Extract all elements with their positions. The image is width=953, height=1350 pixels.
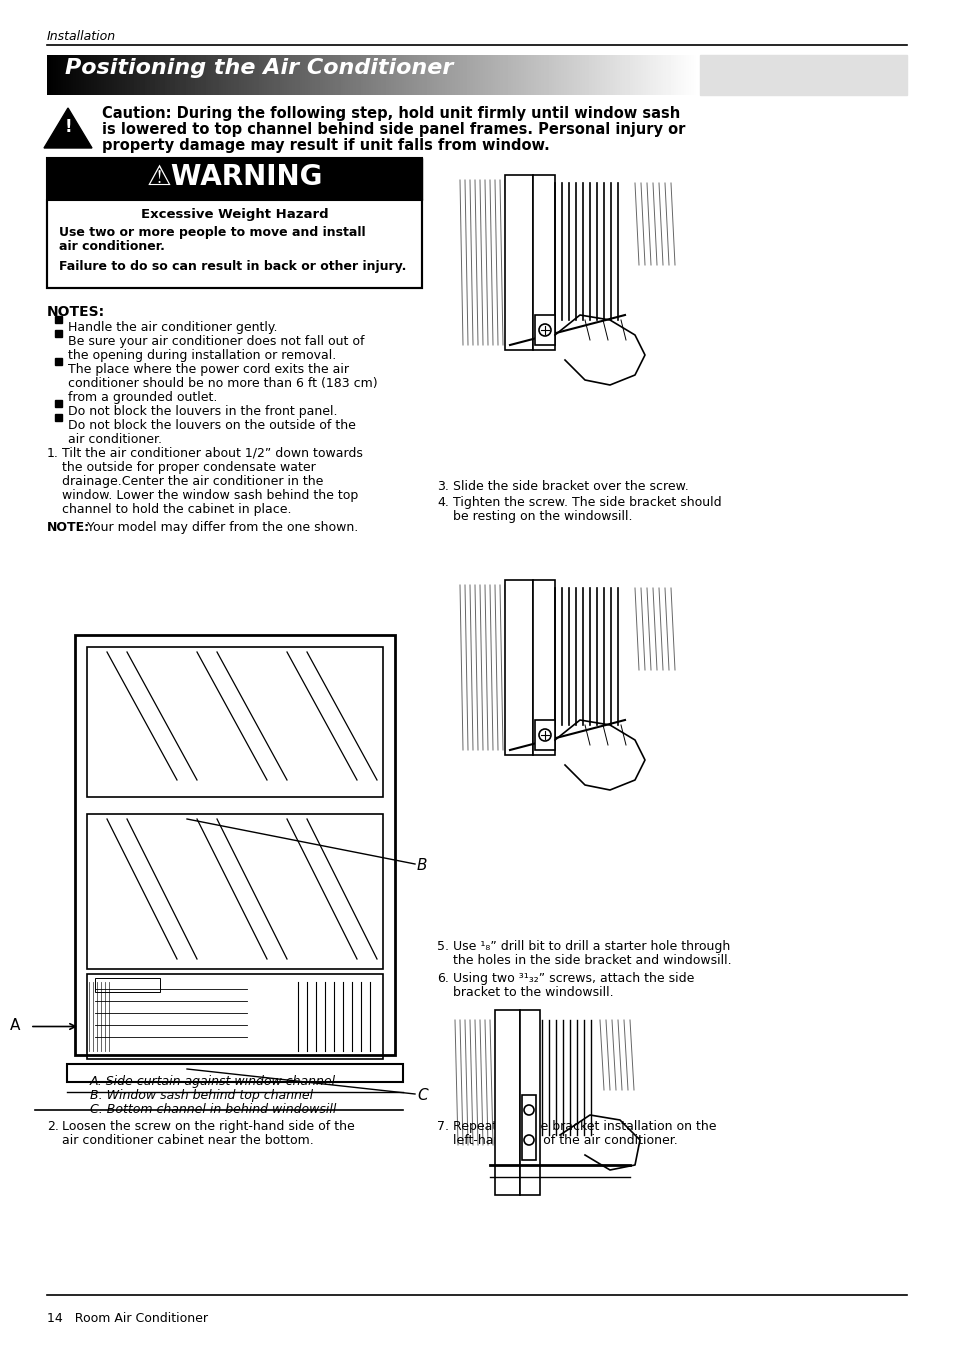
- Bar: [521, 1095, 536, 1160]
- Text: 5.: 5.: [436, 940, 449, 953]
- Text: window. Lower the window sash behind the top: window. Lower the window sash behind the…: [62, 489, 358, 502]
- Bar: [87, 973, 382, 1058]
- Text: A. Side curtain against window channel: A. Side curtain against window channel: [90, 1075, 335, 1088]
- Bar: [533, 176, 555, 350]
- Bar: [495, 1010, 519, 1195]
- Text: Using two ³¹₃₂” screws, attach the side: Using two ³¹₃₂” screws, attach the side: [453, 972, 694, 986]
- Text: B. Window sash behind top channel: B. Window sash behind top channel: [90, 1089, 313, 1102]
- Text: Slide the side bracket over the screw.: Slide the side bracket over the screw.: [453, 481, 688, 493]
- Text: the holes in the side bracket and windowsill.: the holes in the side bracket and window…: [453, 954, 731, 967]
- Text: Positioning the Air Conditioner: Positioning the Air Conditioner: [65, 58, 453, 78]
- Text: Tilt the air conditioner about 1/2” down towards: Tilt the air conditioner about 1/2” down…: [62, 447, 362, 460]
- Text: NOTE:: NOTE:: [47, 521, 90, 535]
- Text: drainage.Center the air conditioner in the: drainage.Center the air conditioner in t…: [62, 475, 323, 487]
- Text: NOTES:: NOTES:: [47, 305, 105, 319]
- Text: ⚠WARNING: ⚠WARNING: [146, 163, 322, 190]
- Text: Repeat for side bracket installation on the: Repeat for side bracket installation on …: [453, 1120, 716, 1133]
- Text: the outside for proper condensate water: the outside for proper condensate water: [62, 460, 315, 474]
- Text: property damage may result if unit falls from window.: property damage may result if unit falls…: [102, 138, 549, 153]
- Text: B: B: [416, 859, 427, 873]
- Bar: [55, 400, 62, 406]
- Bar: [519, 1010, 539, 1195]
- Polygon shape: [44, 108, 91, 148]
- Text: 1.: 1.: [47, 447, 59, 460]
- Bar: [47, 158, 421, 200]
- Text: air conditioner cabinet near the bottom.: air conditioner cabinet near the bottom.: [62, 1134, 314, 1148]
- Bar: [535, 315, 555, 346]
- Text: bracket to the windowsill.: bracket to the windowsill.: [453, 986, 613, 999]
- Bar: [75, 634, 395, 1054]
- Text: Handle the air conditioner gently.: Handle the air conditioner gently.: [68, 321, 277, 333]
- Text: is lowered to top channel behind side panel frames. Personal injury or: is lowered to top channel behind side pa…: [102, 122, 684, 136]
- Text: A: A: [10, 1018, 20, 1034]
- Circle shape: [538, 729, 551, 741]
- Text: air conditioner.: air conditioner.: [68, 433, 162, 446]
- Text: 4.: 4.: [436, 495, 449, 509]
- Text: Do not block the louvers on the outside of the: Do not block the louvers on the outside …: [68, 418, 355, 432]
- Text: Your model may differ from the one shown.: Your model may differ from the one shown…: [83, 521, 358, 535]
- Text: 6.: 6.: [436, 972, 449, 986]
- Bar: [55, 329, 62, 338]
- Text: 14   Room Air Conditioner: 14 Room Air Conditioner: [47, 1312, 208, 1324]
- Text: Loosen the screw on the right-hand side of the: Loosen the screw on the right-hand side …: [62, 1120, 355, 1133]
- Bar: [87, 814, 382, 969]
- Text: Use ¹₈” drill bit to drill a starter hole through: Use ¹₈” drill bit to drill a starter hol…: [453, 940, 729, 953]
- Bar: [535, 720, 555, 751]
- Text: 3.: 3.: [436, 481, 449, 493]
- Text: channel to hold the cabinet in place.: channel to hold the cabinet in place.: [62, 504, 292, 516]
- Bar: [87, 647, 382, 796]
- Circle shape: [523, 1135, 534, 1145]
- Bar: [47, 158, 421, 288]
- Text: 7.: 7.: [436, 1120, 449, 1133]
- Text: left-hand side of the air conditioner.: left-hand side of the air conditioner.: [453, 1134, 677, 1148]
- Text: air conditioner.: air conditioner.: [59, 240, 165, 252]
- Text: Excessive Weight Hazard: Excessive Weight Hazard: [140, 208, 328, 221]
- Bar: [95, 977, 160, 992]
- Text: Failure to do so can result in back or other injury.: Failure to do so can result in back or o…: [59, 261, 406, 273]
- Text: The place where the power cord exits the air: The place where the power cord exits the…: [68, 363, 349, 377]
- Text: conditioner should be no more than 6 ft (183 cm): conditioner should be no more than 6 ft …: [68, 377, 377, 390]
- Bar: [55, 414, 62, 421]
- Text: Tighten the screw. The side bracket should: Tighten the screw. The side bracket shou…: [453, 495, 720, 509]
- Bar: [700, 55, 906, 94]
- Text: Use two or more people to move and install: Use two or more people to move and insta…: [59, 225, 365, 239]
- Text: C: C: [416, 1088, 427, 1103]
- Text: from a grounded outlet.: from a grounded outlet.: [68, 392, 217, 404]
- Bar: [504, 580, 533, 755]
- Bar: [533, 580, 555, 755]
- Bar: [504, 176, 533, 350]
- Circle shape: [538, 324, 551, 336]
- Bar: [55, 316, 62, 323]
- Bar: [55, 358, 62, 364]
- Text: Installation: Installation: [47, 30, 116, 43]
- Text: Be sure your air conditioner does not fall out of: Be sure your air conditioner does not fa…: [68, 335, 364, 348]
- Text: the opening during installation or removal.: the opening during installation or remov…: [68, 350, 335, 362]
- Text: 2.: 2.: [47, 1120, 59, 1133]
- Text: Caution: During the following step, hold unit firmly until window sash: Caution: During the following step, hold…: [102, 107, 679, 122]
- Text: !: !: [64, 117, 71, 136]
- Circle shape: [523, 1106, 534, 1115]
- Text: Do not block the louvers in the front panel.: Do not block the louvers in the front pa…: [68, 405, 337, 418]
- Text: be resting on the windowsill.: be resting on the windowsill.: [453, 510, 632, 522]
- Bar: [47, 200, 421, 288]
- Text: C. Bottom channel in behind windowsill: C. Bottom channel in behind windowsill: [90, 1103, 336, 1116]
- Bar: [67, 1064, 402, 1081]
